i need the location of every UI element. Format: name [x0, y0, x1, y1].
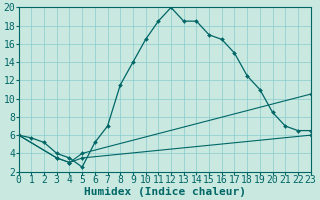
X-axis label: Humidex (Indice chaleur): Humidex (Indice chaleur): [84, 186, 246, 197]
